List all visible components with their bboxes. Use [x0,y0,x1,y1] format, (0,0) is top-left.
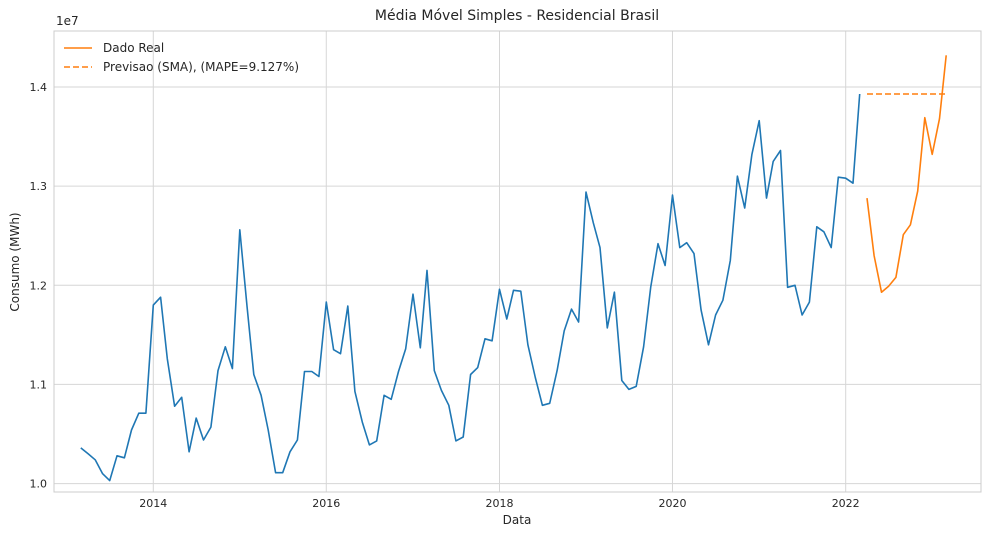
x-tick-label: 2018 [485,497,513,510]
grid [53,30,982,493]
y-tick-label: 1.2 [30,279,48,292]
y-tick-label: 1.3 [30,180,48,193]
x-tick-label: 2020 [658,497,686,510]
y-tick-label: 1.4 [30,81,48,94]
y-axis-label: Consumo (MWh) [8,212,22,311]
series-lines [80,55,947,482]
plot-area [54,31,981,492]
legend: Dado Real Previsao (SMA), (MAPE=9.127%) [64,41,299,74]
x-tick-label: 2014 [139,497,167,510]
chart-title: Média Móvel Simples - Residencial Brasil [375,8,659,24]
axis-ticks: 2014 2016 2018 2020 2022 1.0 1.1 1.2 1.3 1.4 [30,81,860,510]
y-tick-label: 1.1 [30,378,48,391]
legend-label-real: Dado Real [103,41,164,55]
real-data-line [866,55,947,294]
x-tick-label: 2022 [832,497,860,510]
legend-label-forecast: Previsao (SMA), (MAPE=9.127%) [103,60,299,74]
x-tick-label: 2016 [312,497,340,510]
history-line [80,93,861,482]
plot-frame [53,30,982,493]
y-tick-label: 1.0 [30,478,48,491]
x-axis-label: Data [503,513,532,527]
y-offset-label: 1e7 [56,14,79,28]
